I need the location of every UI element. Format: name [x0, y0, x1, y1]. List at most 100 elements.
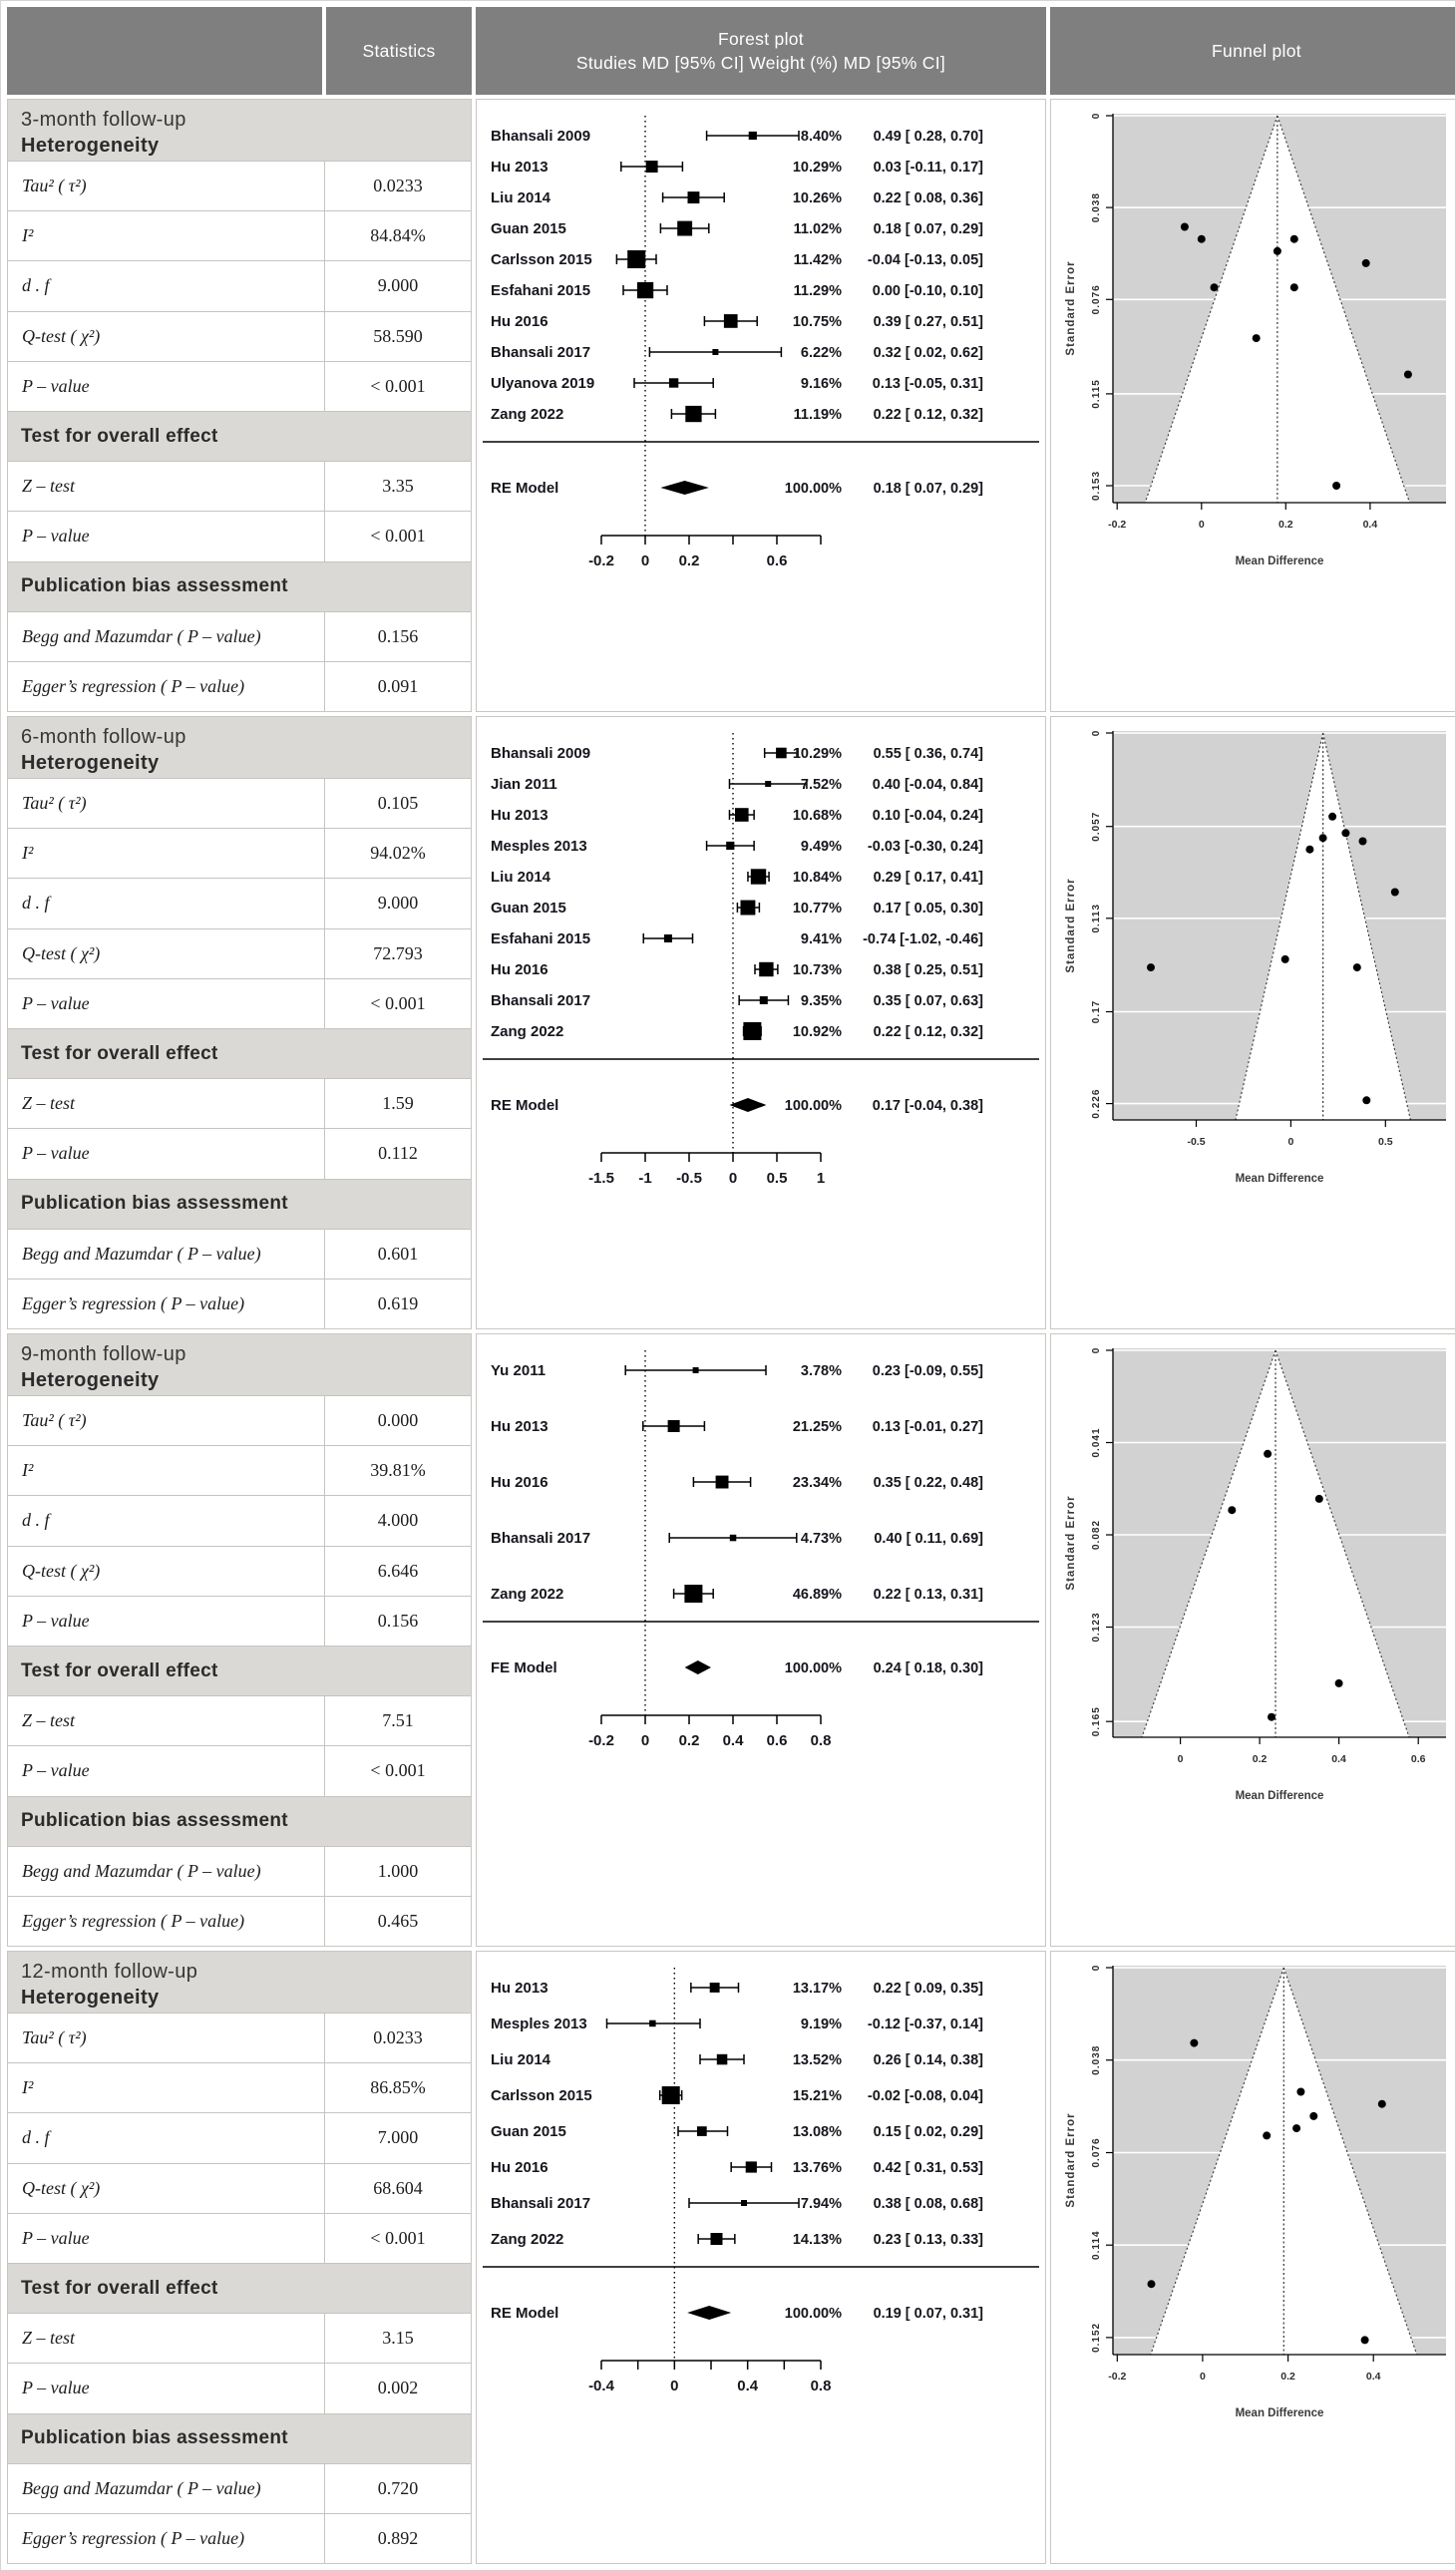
study-point-marker	[627, 250, 646, 268]
stat-label: Tau² ( τ²)	[8, 1396, 325, 1446]
forest-study-row: Hu 2016 10.75% 0.39 [ 0.27, 0.51]	[491, 313, 983, 330]
funnel-ytick-label: 0.082	[1091, 1520, 1102, 1550]
funnel-data-point	[1309, 2111, 1318, 2120]
funnel-ylabel: Standard Error	[1065, 1495, 1077, 1590]
study-md-ci: 0.03 [-0.11, 0.17]	[874, 160, 984, 176]
stat-row: P – value 0.156	[8, 1596, 471, 1647]
stat-label: Egger’s regression ( P – value)	[8, 661, 325, 711]
study-point-marker	[636, 281, 654, 299]
funnel-data-point	[1403, 370, 1412, 379]
study-point-marker	[745, 2161, 757, 2173]
study-md-ci: 0.40 [ 0.11, 0.69]	[874, 1531, 983, 1547]
study-weight: 10.77%	[793, 901, 842, 917]
funnel-xtick-label: 0.4	[1363, 519, 1378, 531]
stat-value: 58.590	[373, 325, 423, 346]
stat-row: Z – test 3.35	[8, 462, 471, 513]
forest-plot-svg: Hu 2013 13.17% 0.22 [ 0.09, 0.35] Mesples 2…	[483, 1968, 1039, 2394]
stat-row: I² 86.85%	[8, 2063, 471, 2114]
stat-row: Q-test ( χ²) 6.646	[8, 1546, 471, 1597]
study-point-marker	[743, 1022, 762, 1040]
forest-cell: Bhansali 2009 8.40% 0.49 [ 0.28, 0.70] Hu 2…	[476, 99, 1046, 712]
stat-label: I²	[8, 1446, 325, 1496]
stat-label: P – value	[8, 1596, 325, 1646]
forest-study-row: Bhansali 2017 7.94% 0.38 [ 0.08, 0.68]	[491, 2195, 983, 2212]
study-md-ci: 0.40 [-0.04, 0.84]	[873, 777, 983, 793]
forest-axis-tick-label: 1	[817, 1170, 825, 1187]
stat-row: d . f 7.000	[8, 2113, 471, 2164]
funnel-xtick-label: 0	[1199, 519, 1205, 531]
stat-label: P – value	[8, 978, 325, 1028]
study-md-ci: -0.03 [-0.30, 0.24]	[868, 839, 983, 855]
funnel-ylabel: Standard Error	[1065, 878, 1077, 972]
forest-study-row: Guan 2015 11.02% 0.18 [ 0.07, 0.29]	[491, 220, 983, 237]
funnel-plot-svg: 0 0.041 0.082 0.123 0.165 0 0.2 0.4 0.6 Standard …	[1065, 1347, 1446, 1802]
model-name: RE Model	[491, 480, 558, 497]
stats-subheader: Publication bias assessment	[8, 1796, 471, 1847]
forest-axis-tick-label: 0	[641, 1732, 649, 1749]
funnel-ytick-label: 0.038	[1091, 2045, 1102, 2075]
study-name: Liu 2014	[491, 869, 551, 886]
funnel-xtick-label: -0.5	[1187, 1136, 1205, 1148]
funnel-data-point	[1289, 234, 1298, 243]
study-weight: 7.94%	[801, 2196, 842, 2212]
study-name: Jian 2011	[491, 776, 557, 793]
forest-study-row: Hu 2013 10.68% 0.10 [-0.04, 0.24]	[491, 807, 983, 824]
header-forest: Forest plot Studies MD [95% CI] Weight (…	[476, 7, 1046, 95]
header-forest-subtitle: Studies MD [95% CI] Weight (%) MD [95% C…	[575, 53, 946, 73]
stat-row: Egger’s regression ( P – value) 0.465	[8, 1896, 471, 1946]
model-name: FE Model	[491, 1659, 557, 1676]
study-weight: 7.52%	[801, 777, 842, 793]
study-name: Hu 2016	[491, 2159, 548, 2176]
funnel-xlabel: Mean Difference	[1236, 1790, 1324, 1802]
stat-label: d . f	[8, 1496, 325, 1546]
funnel-xtick-label: 0	[1178, 1753, 1184, 1765]
study-md-ci: 0.22 [ 0.12, 0.32]	[874, 1024, 984, 1040]
stats-rows: Tau² ( τ²) 0.000 I² 39.81% d . f 4.000 Q-test …	[8, 1396, 471, 1946]
study-weight: 10.68%	[793, 808, 842, 824]
study-weight: 10.26%	[793, 190, 842, 206]
header-funnel-title: Funnel plot	[1212, 40, 1301, 61]
funnel-data-point	[1292, 2124, 1301, 2133]
stat-row: Q-test ( χ²) 72.793	[8, 928, 471, 979]
stat-value: 86.85%	[370, 2077, 426, 2098]
forest-axis-tick-label: 0.8	[811, 1732, 832, 1749]
forest-study-row: Hu 2013 21.25% 0.13 [-0.01, 0.27]	[491, 1418, 983, 1435]
study-md-ci: 0.22 [ 0.12, 0.32]	[874, 407, 984, 423]
section-title: 12-month follow-up	[21, 1961, 198, 1983]
stat-row: d . f 9.000	[8, 261, 471, 312]
forest-axis: -0.4 0 0.4 0.8	[588, 2360, 831, 2394]
study-weight: 13.52%	[793, 2052, 842, 2068]
model-weight: 100.00%	[785, 481, 842, 497]
forest-study-row: Esfahani 2015 11.29% 0.00 [-0.10, 0.10]	[491, 281, 983, 299]
study-md-ci: 0.29 [ 0.17, 0.41]	[874, 870, 984, 886]
forest-study-row: Bhansali 2017 4.73% 0.40 [ 0.11, 0.69]	[491, 1530, 983, 1547]
forest-axis-tick-label: -0.2	[588, 1732, 614, 1749]
section-title: 6-month follow-up	[21, 726, 186, 748]
funnel-ytick-label: 0.076	[1091, 2137, 1102, 2167]
model-diamond	[729, 1098, 767, 1112]
funnel-ytick-label: 0.114	[1091, 2230, 1102, 2259]
model-weight: 100.00%	[785, 1660, 842, 1676]
stat-label: I²	[8, 211, 325, 261]
forest-axis-tick-label: -0.2	[588, 552, 614, 569]
study-point-marker	[663, 934, 672, 942]
study-point-marker	[715, 1475, 729, 1489]
stat-label: Begg and Mazumdar ( P – value)	[8, 611, 325, 661]
study-weight: 9.49%	[801, 839, 842, 855]
study-name: Carlsson 2015	[491, 251, 592, 268]
stat-row: d . f 4.000	[8, 1496, 471, 1547]
section-header: 9-month follow-up Heterogeneity	[8, 1334, 471, 1396]
forest-axis-tick-label: -1	[638, 1170, 651, 1187]
study-point-marker	[645, 161, 658, 173]
section-subtitle: Heterogeneity	[21, 1369, 160, 1391]
funnel-xtick-label: -0.2	[1108, 519, 1126, 531]
stat-label: Z – test	[8, 1696, 325, 1746]
study-name: Zang 2022	[491, 1023, 563, 1040]
stat-value: 0.091	[377, 675, 419, 696]
study-md-ci: 0.00 [-0.10, 0.10]	[873, 283, 983, 299]
study-point-marker	[723, 314, 738, 328]
stats-panel: 12-month follow-up Heterogeneity Tau² ( …	[7, 1951, 472, 2564]
stat-value: 72.793	[373, 942, 423, 963]
forest-model-row: RE Model 100.00% 0.17 [-0.04, 0.38]	[491, 1097, 983, 1114]
funnel-plot-svg: 0 0.038 0.076 0.114 0.152 -0.2 0 0.2 0.4 Standard…	[1065, 1965, 1446, 2419]
